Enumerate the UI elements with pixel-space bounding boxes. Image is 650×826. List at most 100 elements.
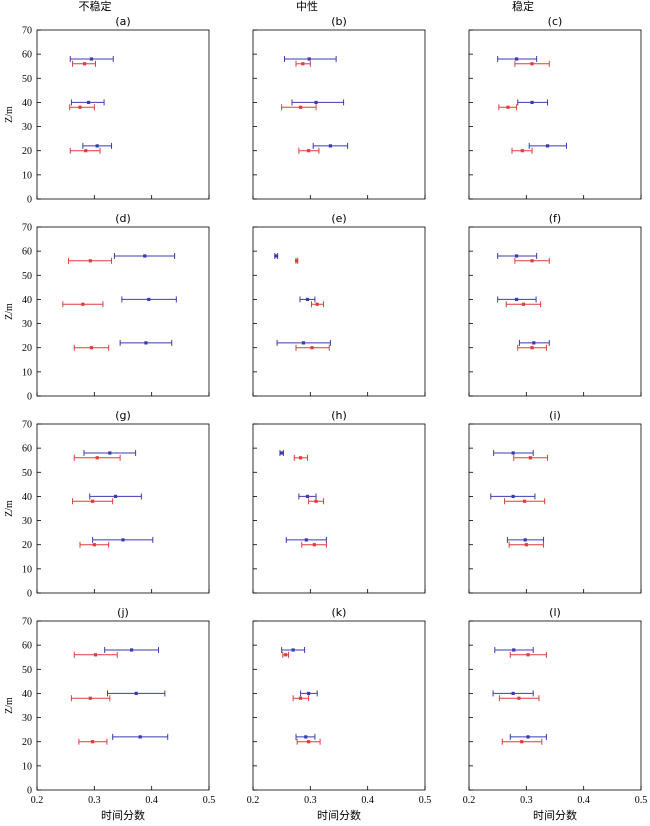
red-errorbar bbox=[62, 301, 104, 308]
red-errorbar bbox=[505, 301, 542, 308]
blue-data-point bbox=[328, 144, 332, 148]
panel-i: (i) bbox=[468, 409, 642, 594]
panel-label-b: (b) bbox=[331, 15, 347, 28]
plot-frame bbox=[36, 226, 210, 397]
blue-errorbar bbox=[298, 493, 317, 500]
panel-label-l: (l) bbox=[549, 606, 561, 619]
blue-errorbar bbox=[285, 536, 327, 543]
red-errorbar bbox=[69, 147, 101, 154]
y-tick-label: 30 bbox=[22, 713, 32, 724]
red-errorbar bbox=[298, 147, 320, 154]
red-errorbar bbox=[79, 541, 110, 548]
blue-errorbar bbox=[291, 99, 345, 106]
y-tick-label: 50 bbox=[22, 271, 32, 282]
column-title-unstable: 不稳定 bbox=[79, 0, 112, 13]
y-tick-label: 40 bbox=[22, 689, 32, 700]
blue-errorbar bbox=[497, 252, 538, 259]
blue-errorbar bbox=[89, 493, 142, 500]
blue-errorbar bbox=[528, 142, 567, 149]
panel-a: (a) 0 10 20 30 40 50 60 70 Z/m bbox=[4, 15, 210, 206]
plot-frame bbox=[252, 423, 426, 594]
blue-data-point bbox=[511, 451, 515, 455]
red-errorbar bbox=[501, 738, 543, 745]
blue-data-point bbox=[113, 494, 118, 499]
panel-label-f: (f) bbox=[549, 212, 561, 225]
red-errorbar bbox=[504, 498, 546, 505]
blue-data-point bbox=[545, 144, 550, 148]
blue-errorbar bbox=[83, 449, 137, 456]
red-data-point bbox=[91, 499, 95, 503]
red-data-point bbox=[307, 149, 311, 153]
red-errorbar bbox=[308, 498, 325, 505]
panel-label-a: (a) bbox=[115, 15, 130, 28]
red-data-point bbox=[301, 62, 305, 66]
blue-data-point bbox=[532, 341, 536, 345]
blue-data-point bbox=[523, 538, 527, 542]
y-tick-label: 70 bbox=[22, 617, 32, 628]
blue-errorbar bbox=[506, 536, 545, 543]
plot-frame bbox=[468, 620, 642, 791]
red-data-point bbox=[89, 346, 94, 350]
x-axis-labels: 时间分数 时间分数 时间分数 bbox=[101, 809, 577, 822]
y-tick-label: 20 bbox=[22, 540, 32, 551]
x-tick-label: 0.3 bbox=[520, 795, 533, 806]
red-data-point bbox=[82, 62, 87, 66]
y-tick-label: 60 bbox=[22, 247, 32, 258]
blue-errorbar bbox=[300, 690, 318, 697]
red-errorbar bbox=[513, 454, 549, 461]
blue-errorbar bbox=[69, 55, 114, 62]
panel-label-k: (k) bbox=[332, 606, 347, 619]
red-errorbar bbox=[514, 60, 550, 67]
panel-label-c: (c) bbox=[548, 15, 563, 28]
red-data-point bbox=[523, 499, 527, 503]
red-errorbar bbox=[78, 738, 108, 745]
panel-b: (b) bbox=[252, 15, 426, 200]
x-tick-label: 0.5 bbox=[635, 795, 648, 806]
blue-errorbar bbox=[82, 142, 113, 149]
panel-label-g: (g) bbox=[115, 409, 131, 422]
plot-frame bbox=[36, 423, 210, 594]
y-tick-label: 10 bbox=[22, 761, 32, 772]
plot-frame bbox=[252, 620, 426, 791]
panel-grid: (a) 0 10 20 30 40 50 60 70 Z/m (b) (c) (d) 0 10 20 30 40 5… bbox=[4, 15, 647, 806]
panel-label-h: (h) bbox=[331, 409, 347, 422]
red-errorbar bbox=[295, 60, 311, 67]
red-data-point bbox=[88, 259, 92, 263]
blue-errorbar bbox=[113, 252, 176, 259]
panel-f: (f) bbox=[468, 212, 642, 397]
blue-errorbar bbox=[497, 296, 537, 303]
x-tick-label: 0.5 bbox=[419, 795, 432, 806]
red-errorbar bbox=[292, 695, 310, 702]
red-errorbar bbox=[293, 454, 308, 461]
blue-errorbar bbox=[509, 733, 547, 740]
red-errorbar bbox=[498, 695, 540, 702]
y-tick-label: 40 bbox=[22, 295, 32, 306]
blue-errorbar bbox=[279, 449, 284, 456]
blue-errorbar bbox=[276, 339, 331, 346]
y-tick-label: 50 bbox=[22, 74, 32, 85]
blue-data-point bbox=[511, 494, 515, 499]
blue-data-point bbox=[512, 648, 516, 652]
blue-data-point bbox=[138, 735, 142, 739]
y-tick-label: 50 bbox=[22, 665, 32, 676]
plot-frame bbox=[468, 226, 642, 397]
plot-frame bbox=[36, 29, 210, 200]
red-data-point bbox=[530, 259, 534, 263]
column-title-neutral: 中性 bbox=[296, 0, 318, 13]
blue-errorbar bbox=[299, 296, 316, 303]
blue-errorbar bbox=[497, 55, 538, 62]
column-title-stable: 稳定 bbox=[512, 0, 534, 13]
y-tick-label: 10 bbox=[22, 564, 32, 575]
blue-errorbar bbox=[312, 142, 349, 149]
red-data-point bbox=[307, 740, 311, 744]
y-tick-label: 0 bbox=[27, 195, 32, 206]
x-tick-label: 0.3 bbox=[304, 795, 317, 806]
blue-data-point bbox=[291, 648, 295, 652]
y-tick-label: 30 bbox=[22, 516, 32, 527]
red-errorbar bbox=[301, 541, 327, 548]
red-data-point bbox=[284, 653, 288, 657]
blue-errorbar bbox=[284, 55, 337, 62]
y-axis-label: Z/m bbox=[4, 500, 15, 517]
red-data-point bbox=[78, 105, 82, 109]
